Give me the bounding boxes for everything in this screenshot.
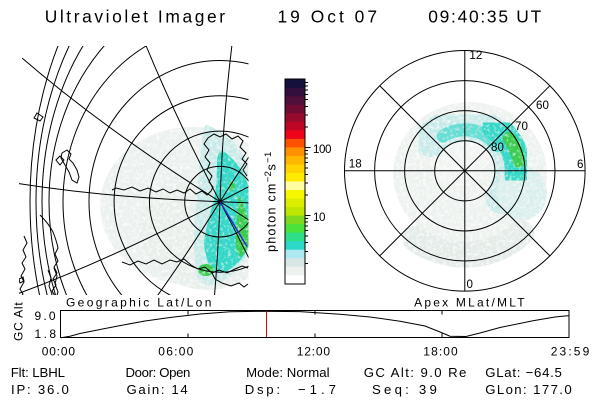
svg-text:70: 70	[515, 120, 528, 133]
svg-text:Flt: LBHL: Flt: LBHL	[11, 365, 65, 380]
svg-text:12:00: 12:00	[297, 345, 331, 359]
svg-text:6: 6	[577, 158, 583, 171]
svg-text:18:00: 18:00	[423, 345, 458, 359]
svg-text:Geographic Lat/Lon: Geographic Lat/Lon	[66, 295, 211, 309]
svg-text:80: 80	[491, 141, 504, 154]
svg-text:Mode: Normal: Mode: Normal	[246, 365, 330, 380]
svg-text:12: 12	[469, 49, 482, 62]
svg-text:GC Alt: 9.0 Re: GC Alt: 9.0 Re	[364, 365, 467, 380]
svg-text:100: 100	[313, 143, 332, 156]
svg-text:9.0: 9.0	[35, 309, 56, 323]
svg-text:18: 18	[349, 158, 362, 171]
svg-text:GC Alt: GC Alt	[12, 302, 26, 341]
svg-text:10: 10	[313, 211, 326, 224]
svg-text:Apex MLat/MLT: Apex MLat/MLT	[414, 295, 525, 309]
svg-text:−1.7: −1.7	[298, 382, 336, 397]
svg-text:00:00: 00:00	[42, 345, 76, 359]
svg-text:60: 60	[536, 99, 549, 112]
svg-text:06:00: 06:00	[158, 345, 193, 359]
svg-text:0: 0	[467, 278, 473, 291]
svg-text:23:59: 23:59	[551, 345, 590, 359]
svg-text:Gain: 14: Gain: 14	[127, 382, 188, 397]
svg-text:GLat: −64.5: GLat: −64.5	[485, 365, 562, 380]
svg-text:Seq: 39: Seq: 39	[372, 382, 437, 397]
svg-text:Dsp:: Dsp:	[245, 382, 280, 397]
svg-text:09:40:35 UT: 09:40:35 UT	[428, 7, 541, 27]
svg-text:1.8: 1.8	[35, 327, 57, 341]
svg-text:photon cm−2s−1: photon cm−2s−1	[263, 151, 279, 252]
svg-text:Door: Open: Door: Open	[126, 365, 191, 380]
svg-text:19 Oct 07: 19 Oct 07	[278, 7, 378, 27]
svg-text:GLon: 177.0: GLon: 177.0	[485, 382, 572, 397]
